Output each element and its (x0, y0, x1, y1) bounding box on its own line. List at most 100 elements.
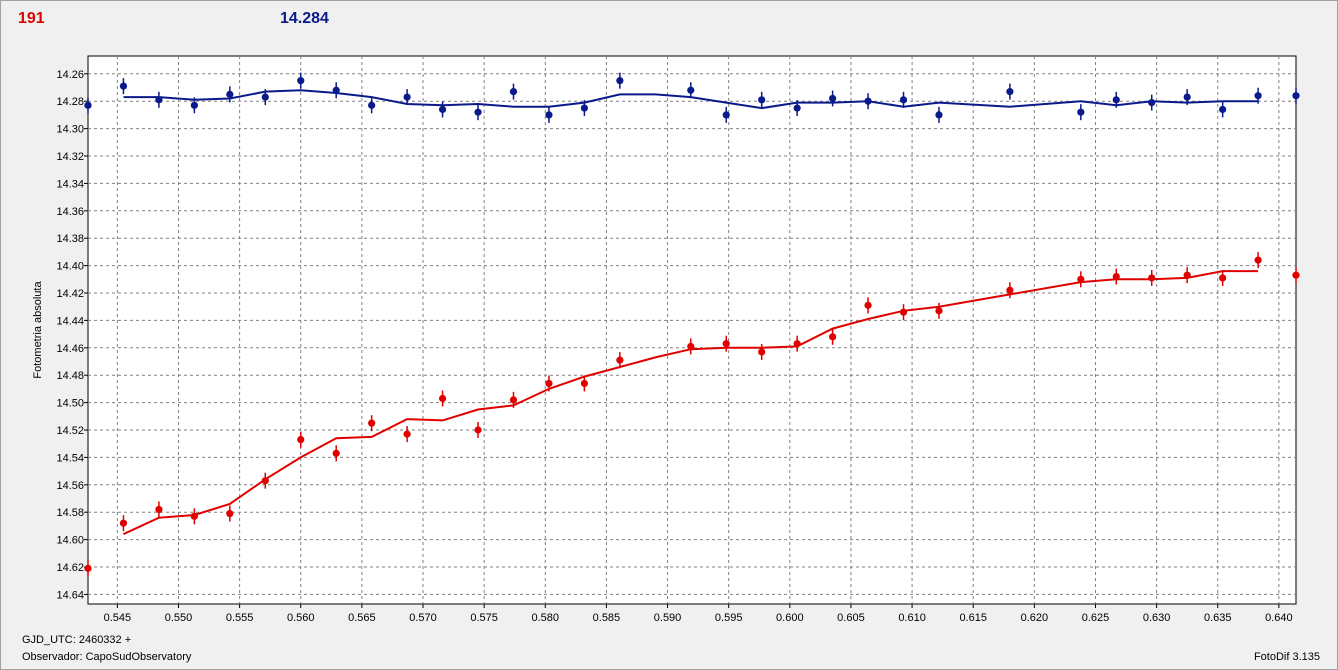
data-point[interactable] (509, 396, 518, 404)
x-tick-label: 0.605 (837, 612, 865, 624)
data-point[interactable] (1183, 271, 1191, 279)
x-tick-label: 0.580 (532, 612, 560, 624)
data-point[interactable] (1183, 93, 1191, 101)
series-1 (84, 252, 1300, 577)
y-tick-label: 14.50 (56, 398, 84, 410)
grid (88, 56, 1296, 604)
y-tick-label: 14.30 (56, 124, 84, 136)
data-point[interactable] (580, 104, 589, 112)
data-point[interactable] (935, 307, 943, 315)
data-point[interactable] (829, 94, 837, 103)
data-point[interactable] (474, 426, 482, 434)
software-label: FotoDif 3.135 (1253, 651, 1320, 663)
data-point[interactable] (1292, 271, 1300, 279)
data-point[interactable] (332, 86, 340, 94)
data-point[interactable] (616, 356, 624, 364)
y-tick-label: 14.40 (56, 261, 84, 273)
data-point[interactable] (438, 394, 447, 403)
x-tick-label: 0.550 (165, 612, 193, 624)
x-tick-label: 0.545 (104, 612, 132, 624)
data-point[interactable] (1148, 274, 1156, 282)
data-point[interactable] (545, 379, 553, 388)
y-tick-label: 14.56 (56, 480, 84, 492)
x-tick-label: 0.610 (898, 612, 926, 624)
y-tick-label: 14.38 (56, 233, 84, 245)
data-point[interactable] (261, 93, 269, 101)
y-tick-label: 14.28 (56, 96, 84, 108)
data-point[interactable] (935, 111, 943, 119)
data-point[interactable] (84, 101, 92, 109)
x-axis-ticks: 0.545 0.550 0.555 0.560 0.565 0.570 0.575 0.580… (104, 604, 1293, 624)
y-tick-label: 14.58 (56, 507, 84, 519)
data-point[interactable] (119, 519, 128, 527)
data-point[interactable] (261, 477, 269, 485)
data-point[interactable] (368, 419, 376, 427)
data-point[interactable] (155, 505, 163, 514)
data-point[interactable] (474, 108, 482, 116)
data-point[interactable] (84, 564, 92, 572)
data-point[interactable] (1292, 92, 1300, 100)
x-tick-label: 0.565 (348, 612, 376, 624)
data-point[interactable] (687, 342, 695, 351)
data-point[interactable] (1077, 275, 1085, 283)
data-point[interactable] (722, 340, 730, 348)
fit-line (123, 89, 1259, 110)
y-axis-ticks: 14.26 14.28 14.30 14.32 14.34 14.36 14.38 14.40… (56, 69, 88, 601)
y-tick-label: 14.60 (56, 535, 84, 547)
data-point[interactable] (793, 104, 801, 112)
data-point[interactable] (1254, 256, 1262, 264)
series-0 (84, 72, 1300, 123)
data-point[interactable] (297, 77, 305, 85)
data-point[interactable] (438, 105, 447, 114)
data-point[interactable] (1219, 105, 1227, 114)
data-point[interactable] (864, 97, 872, 105)
data-point[interactable] (899, 308, 908, 316)
x-tick-label: 0.630 (1143, 612, 1171, 624)
data-point[interactable] (1254, 92, 1262, 100)
data-point[interactable] (758, 96, 766, 104)
series-layer (84, 72, 1300, 577)
data-point[interactable] (119, 82, 128, 90)
data-point[interactable] (403, 93, 411, 101)
data-point[interactable] (368, 101, 376, 109)
data-point[interactable] (758, 348, 766, 356)
y-tick-label: 14.32 (56, 151, 84, 163)
light-curve-chart[interactable]: 14.26 14.28 14.30 14.32 14.34 14.36 14.38 14.40… (0, 0, 1338, 630)
data-point[interactable] (616, 77, 624, 85)
data-point[interactable] (332, 449, 340, 457)
magnitude-value: 14.284 (280, 10, 329, 27)
data-point[interactable] (1077, 108, 1085, 116)
data-point[interactable] (226, 509, 234, 518)
data-point[interactable] (155, 96, 163, 104)
gjd-label: GJD_UTC: 2460332 + (22, 634, 132, 646)
data-point[interactable] (226, 90, 234, 98)
data-point[interactable] (1219, 274, 1227, 282)
y-tick-label: 14.44 (56, 315, 84, 327)
data-point[interactable] (509, 88, 518, 96)
data-point[interactable] (1148, 98, 1156, 107)
x-tick-label: 0.560 (287, 612, 315, 624)
data-point[interactable] (1006, 286, 1014, 294)
y-tick-label: 14.42 (56, 288, 84, 300)
data-point[interactable] (793, 340, 801, 348)
y-tick-label: 14.46 (56, 343, 84, 355)
observer-label: Observador: CapoSudObservatory (22, 651, 192, 663)
data-point[interactable] (899, 96, 908, 104)
data-point[interactable] (1006, 88, 1014, 96)
data-point[interactable] (297, 436, 305, 444)
data-point[interactable] (864, 301, 872, 309)
data-point[interactable] (580, 379, 589, 388)
data-point[interactable] (190, 512, 198, 520)
data-point[interactable] (1112, 272, 1120, 281)
data-point[interactable] (829, 333, 837, 341)
data-point[interactable] (545, 111, 553, 119)
data-point[interactable] (190, 101, 198, 109)
x-tick-label: 0.590 (654, 612, 682, 624)
data-point[interactable] (1112, 96, 1120, 104)
data-point[interactable] (722, 111, 730, 119)
y-tick-label: 14.52 (56, 425, 84, 437)
data-point[interactable] (403, 430, 411, 438)
data-point[interactable] (687, 86, 695, 94)
y-tick-label: 14.48 (56, 370, 84, 382)
x-tick-label: 0.635 (1204, 612, 1232, 624)
